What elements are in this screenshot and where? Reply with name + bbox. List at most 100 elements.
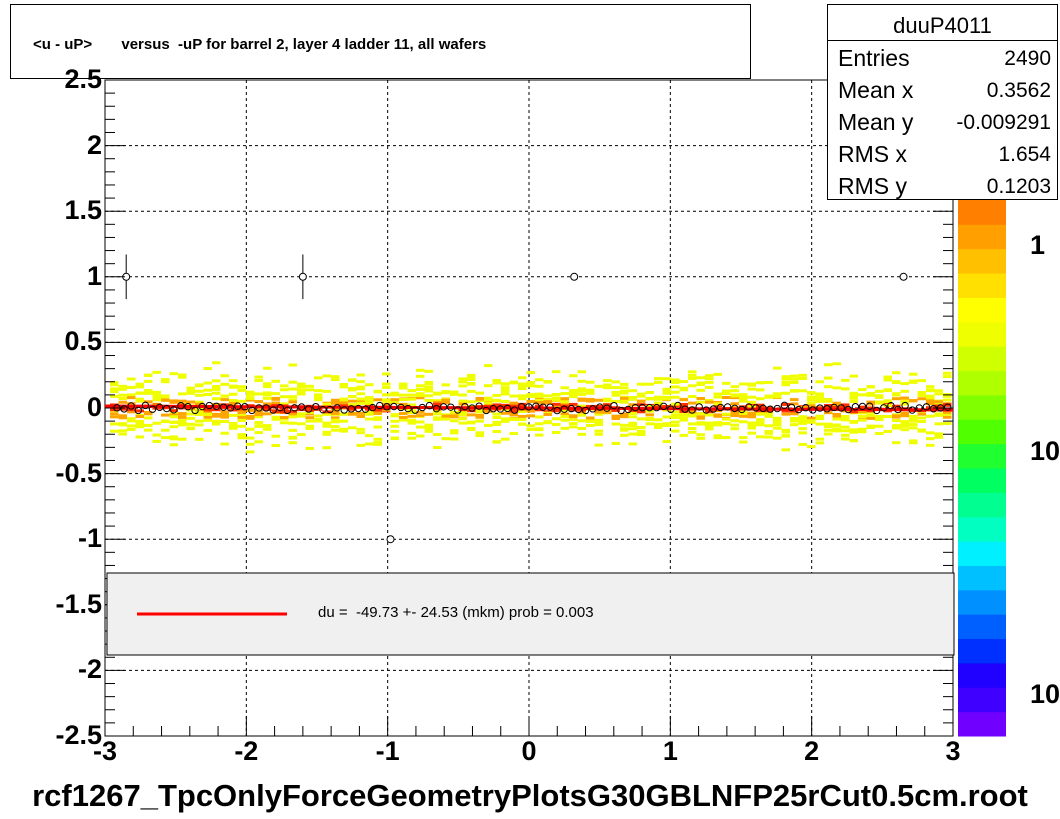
heat-cell	[722, 396, 731, 400]
heat-cell	[229, 392, 238, 396]
heat-cell	[288, 428, 297, 432]
heat-cell	[603, 383, 612, 387]
heat-cell	[110, 390, 119, 394]
heat-cell	[552, 430, 561, 434]
profile-point	[525, 403, 533, 411]
heat-cell	[773, 395, 782, 399]
heat-cell	[577, 389, 586, 393]
heat-cell	[152, 370, 161, 374]
heat-cell	[288, 436, 297, 440]
heat-cell	[586, 391, 595, 395]
profile-point	[226, 404, 235, 412]
heat-cell	[747, 400, 756, 404]
heat-cell	[943, 410, 952, 414]
profile-point	[255, 404, 263, 412]
profile-point	[532, 402, 540, 410]
heat-cell	[178, 392, 187, 396]
heat-cell	[390, 391, 399, 395]
heat-cell	[433, 402, 442, 406]
heat-cell	[781, 409, 790, 413]
heat-cell	[739, 414, 748, 418]
y-tick-label: -0.5	[55, 457, 102, 488]
heat-cell	[416, 414, 425, 418]
heat-cell	[144, 410, 153, 414]
heat-cell	[722, 381, 731, 385]
heat-cell	[152, 394, 161, 398]
heat-cell	[220, 398, 229, 402]
profile-point	[681, 405, 689, 413]
heat-cell	[560, 426, 569, 430]
x-tick-label: -1	[375, 736, 400, 766]
heat-cell	[484, 423, 493, 427]
profile-point	[745, 403, 753, 411]
heat-cell	[654, 377, 663, 381]
heat-cell	[220, 394, 229, 398]
heat-cell	[849, 374, 858, 378]
heat-cell	[841, 378, 850, 382]
heat-cell	[348, 388, 357, 392]
heat-cell	[416, 410, 425, 414]
heat-cell	[237, 388, 246, 392]
heat-cell	[628, 389, 637, 393]
heat-cell	[475, 434, 484, 438]
heat-cell	[186, 412, 195, 416]
heat-cell	[407, 420, 416, 424]
heat-cell	[696, 396, 705, 400]
heat-cell	[237, 424, 246, 428]
heat-cell	[118, 429, 127, 433]
profile-point	[731, 404, 739, 413]
heat-cell	[433, 416, 442, 420]
heat-cell	[382, 398, 391, 402]
heat-cell	[271, 392, 280, 396]
heat-cell	[526, 399, 535, 403]
profile-point	[709, 405, 718, 413]
heat-cell	[246, 427, 255, 431]
profile-point	[802, 403, 810, 412]
heat-cell	[280, 395, 289, 399]
heat-cell	[518, 409, 527, 413]
heat-cell	[424, 369, 433, 373]
heat-cell	[322, 402, 331, 406]
heat-cell	[322, 446, 331, 450]
heat-cell	[416, 396, 425, 400]
heat-cell	[713, 434, 722, 438]
heat-cell	[441, 437, 450, 441]
heat-cell	[127, 385, 136, 389]
profile-point	[873, 406, 881, 415]
heat-cell	[118, 393, 127, 397]
heat-cell	[110, 412, 119, 416]
heat-cell	[696, 382, 705, 386]
fit-line-segment	[104, 404, 954, 412]
heat-cell	[645, 382, 654, 386]
heat-cell	[722, 389, 731, 393]
heat-cell	[331, 375, 340, 379]
profile-point	[603, 404, 611, 412]
heat-cell	[824, 428, 833, 432]
heat-cell	[713, 413, 722, 417]
heat-cell	[943, 412, 952, 416]
heat-cell	[178, 419, 187, 423]
heat-cell	[909, 426, 918, 430]
heat-cell	[348, 426, 357, 430]
heat-cell	[900, 428, 909, 432]
heat-cell	[654, 422, 663, 426]
heat-cell	[764, 394, 773, 398]
heat-cell	[237, 407, 246, 411]
heat-cell	[212, 361, 221, 365]
heat-cell	[229, 379, 238, 383]
heat-cell	[246, 393, 255, 397]
palette-cell	[958, 394, 1006, 420]
palette-cell	[958, 638, 1006, 664]
heat-cell	[628, 442, 637, 446]
heat-cell	[696, 388, 705, 392]
heat-cell	[152, 433, 161, 437]
heat-cell	[127, 377, 136, 381]
heat-cell	[373, 416, 382, 420]
heat-cell	[373, 398, 382, 402]
heat-cell	[484, 384, 493, 388]
profile-point	[404, 404, 412, 413]
heat-cell	[611, 408, 620, 412]
heat-cell	[195, 423, 204, 427]
heat-cell	[543, 398, 552, 402]
heat-cell	[399, 384, 408, 388]
